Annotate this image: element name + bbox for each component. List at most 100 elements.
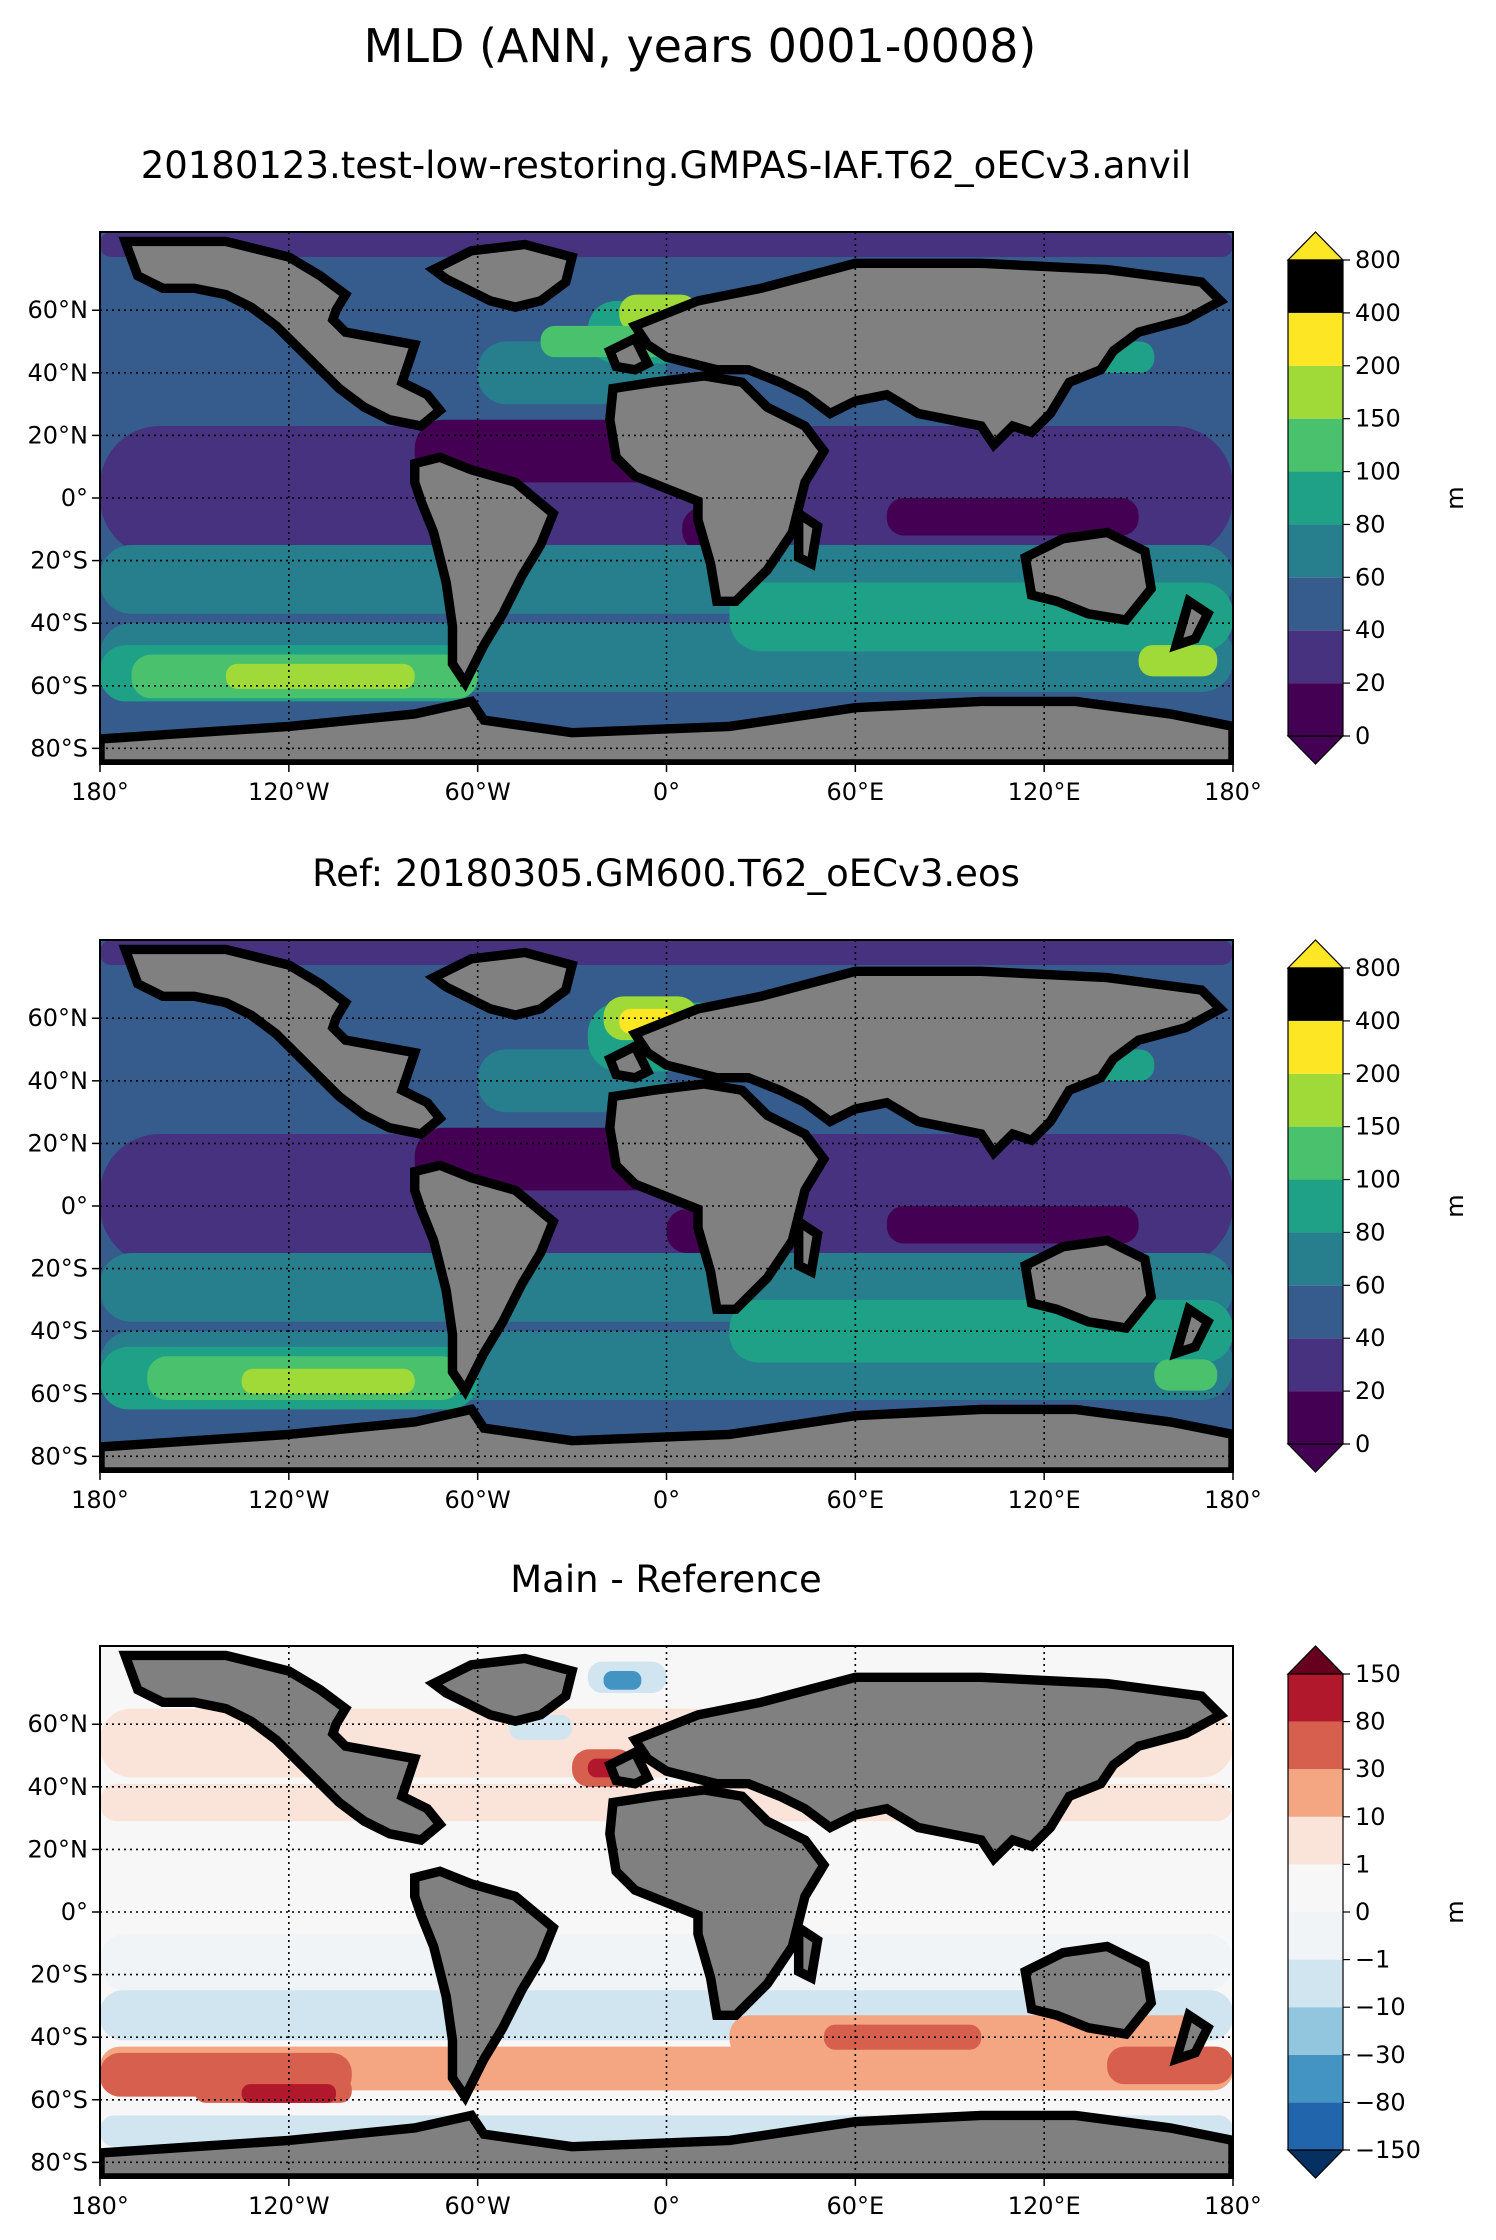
colorbar-tick-label: 60 <box>1355 1271 1386 1299</box>
colorbar-bin <box>1288 1391 1343 1444</box>
colorbar-tick-label: −80 <box>1355 2088 1406 2116</box>
lat-tick-label: 60°N <box>28 296 89 324</box>
colorbar-bin <box>1288 968 1343 1021</box>
colorbar-tick-label: 200 <box>1355 352 1401 380</box>
colorbar-tick-label: 80 <box>1355 1708 1386 1736</box>
lon-tick-label: 60°E <box>826 2192 884 2220</box>
colorbar-under-extension <box>1286 2149 1345 2179</box>
colorbar-over-extension <box>1286 939 1345 969</box>
lat-tick-label: 40°S <box>30 609 88 637</box>
lon-tick-label: 120°E <box>1008 1486 1081 1514</box>
colorbar-tick-label: 20 <box>1355 669 1386 697</box>
colorbar-frame <box>1287 259 1344 737</box>
colorbar-bin <box>1288 1126 1343 1180</box>
contour-region <box>729 582 1233 652</box>
colorbar-bin <box>1288 312 1343 366</box>
colorbar-tick-label: 40 <box>1355 1324 1386 1352</box>
colorbar-bin <box>1288 1285 1343 1339</box>
colorbar-bin <box>1288 1020 1343 1074</box>
lat-tick-label: 20°S <box>30 1961 88 1989</box>
ocean-field <box>100 232 1233 764</box>
panel-model: 20180123.test-low-restoring.GMPAS-IAF.T6… <box>28 144 1470 806</box>
colorbar-tick-label: −10 <box>1355 1993 1406 2021</box>
lon-tick-label: 120°W <box>248 2192 330 2220</box>
colorbar-tick-label: 0 <box>1355 1898 1370 1926</box>
lat-tick-label: 0° <box>61 484 88 512</box>
lon-tick-label: 60°E <box>826 1486 884 1514</box>
gridlines <box>100 1646 1233 2178</box>
lat-tick-label: 60°S <box>30 2086 88 2114</box>
lat-tick-label: 80°S <box>30 734 88 762</box>
colorbar-under-extension <box>1286 1443 1345 1473</box>
lat-tick-label: 60°N <box>28 1710 89 1738</box>
colorbar-tick-label: 800 <box>1355 246 1401 274</box>
lat-tick-label: 40°S <box>30 2023 88 2051</box>
contour-region <box>1138 645 1218 677</box>
lon-tick-label: 120°E <box>1008 778 1081 806</box>
colorbar-bin <box>1288 260 1343 313</box>
lat-tick-label: 20°N <box>28 1835 89 1863</box>
lat-tick-label: 20°N <box>28 1129 89 1157</box>
colorbar-tick-label: 80 <box>1355 1218 1386 1246</box>
lat-tick-label: 60°S <box>30 1380 88 1408</box>
colorbar-tick-label: 100 <box>1355 458 1401 486</box>
lat-tick-label: 0° <box>61 1192 88 1220</box>
colorbar-tick-label: 1 <box>1355 1850 1370 1878</box>
lat-tick-label: 0° <box>61 1898 88 1926</box>
colorbar-tick-label: 0 <box>1355 1430 1370 1458</box>
colorbar-tick-label: 100 <box>1355 1166 1401 1194</box>
colorbar-tick-label: 10 <box>1355 1803 1386 1831</box>
colorbar-under-extension <box>1286 735 1345 765</box>
colorbar-bin <box>1288 577 1343 631</box>
contour-region <box>1154 1359 1218 1391</box>
contour-region <box>886 498 1139 536</box>
colorbar-bin <box>1288 1864 1343 1912</box>
colorbar-bin <box>1288 471 1343 525</box>
colorbar-tick-label: 400 <box>1355 299 1401 327</box>
colorbar-tick-label: 40 <box>1355 616 1386 644</box>
lat-tick-label: 80°S <box>30 1442 88 1470</box>
panel-difference: Main - Reference 60°N 40°N 20°N 0° 20°S 40°S 60… <box>28 1558 1470 2220</box>
lat-tick-label: 40°N <box>28 1773 89 1801</box>
colorbar-units-label: m <box>1441 486 1469 509</box>
contour-region <box>886 1206 1139 1244</box>
colorbar-bin <box>1288 1073 1343 1127</box>
colorbar-bin <box>1288 2054 1343 2103</box>
lat-tick-label: 40°N <box>28 1067 89 1095</box>
panel-reference: Ref: 20180305.GM600.T62_oECv3.eos 60°N 40°… <box>28 852 1470 1514</box>
lon-tick-label: 180° <box>71 2192 129 2220</box>
contour-region <box>100 1933 1233 1991</box>
contour-region <box>603 1671 642 1690</box>
lat-tick-label: 20°S <box>30 547 88 575</box>
colorbar-over-extension <box>1286 231 1345 261</box>
colorbar-bin <box>1288 2102 1343 2150</box>
contour-region <box>241 2084 337 2103</box>
colorbar-bin <box>1288 1912 1343 1960</box>
colorbar-tick-label: 60 <box>1355 563 1386 591</box>
lon-tick-label: 120°W <box>248 778 330 806</box>
colorbar-bin <box>1288 630 1343 684</box>
colorbar-tick-label: 0 <box>1355 722 1370 750</box>
lat-tick-label: 60°S <box>30 672 88 700</box>
lon-tick-label: 180° <box>71 1486 129 1514</box>
colorbar-tick-label: 30 <box>1355 1755 1386 1783</box>
gridlines <box>100 232 1233 764</box>
colorbar-tick-label: 20 <box>1355 1377 1386 1405</box>
colorbar-bin <box>1288 524 1343 578</box>
lon-tick-label: 0° <box>653 1486 680 1514</box>
colorbar-bin <box>1288 418 1343 472</box>
colorbar: 0 20 40 60 80 100 150 200 400 800 m <box>1286 939 1469 1473</box>
colorbar-bin <box>1288 1674 1343 1722</box>
colorbar-bin <box>1288 1816 1343 1865</box>
colorbar-tick-label: 80 <box>1355 510 1386 538</box>
colorbar-bin <box>1288 1338 1343 1392</box>
colorbar-bin <box>1288 1721 1343 1770</box>
contour-region <box>823 2024 982 2050</box>
lat-tick-label: 40°N <box>28 359 89 387</box>
colorbar-bin <box>1288 1959 1343 2008</box>
panel-title: Main - Reference <box>510 1558 822 1601</box>
lon-tick-label: 60°W <box>445 1486 511 1514</box>
colorbar-tick-label: 400 <box>1355 1007 1401 1035</box>
lon-tick-label: 60°W <box>445 778 511 806</box>
